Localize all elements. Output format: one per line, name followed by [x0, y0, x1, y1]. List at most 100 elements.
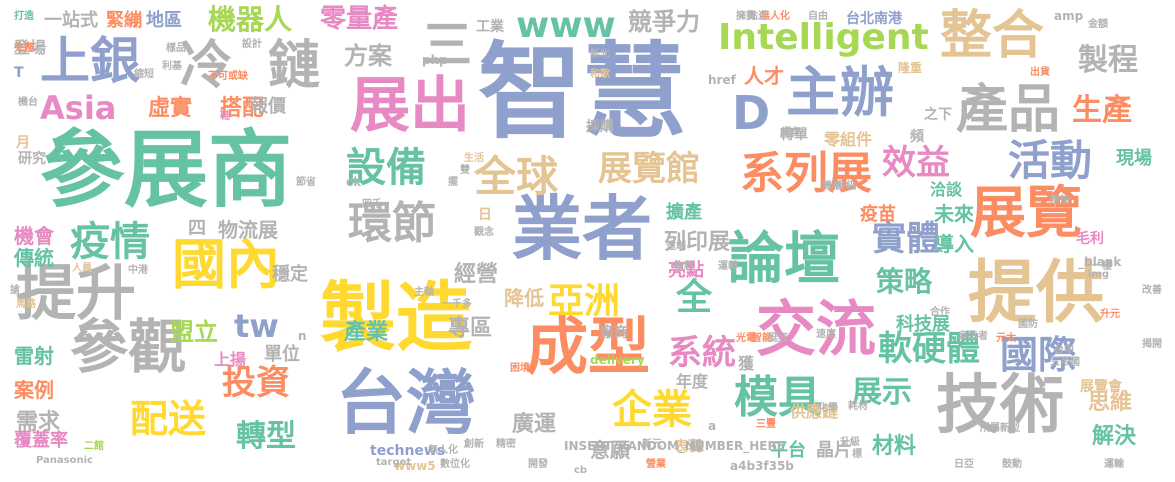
word-cloud-word: 智慧 — [478, 31, 687, 153]
word-cloud-word: 配送 — [130, 397, 207, 441]
word-cloud-word: 報價 — [250, 96, 286, 117]
word-cloud-word: 貼近 — [748, 11, 768, 22]
word-cloud-word: 案例 — [14, 378, 54, 402]
word-cloud-word: 金額 — [1088, 19, 1108, 30]
word-cloud-word: tw — [234, 307, 279, 345]
word-cloud-word: 列印展 — [664, 230, 731, 255]
word-cloud-word: 成本 — [780, 127, 800, 138]
word-cloud-word: 升級 — [840, 437, 860, 448]
word-cloud-word: 疫苗 — [860, 204, 896, 225]
word-cloud-word: 單位 — [264, 344, 300, 365]
word-cloud-word: 製造 — [320, 273, 472, 362]
word-cloud-word: 採購 — [586, 119, 614, 135]
word-cloud-word: 登場 — [14, 38, 47, 57]
word-cloud-word: 展覽 — [970, 181, 1082, 246]
word-cloud-word: 精密 — [496, 439, 516, 450]
word-cloud-word: 隆重 — [898, 61, 923, 75]
word-cloud-word: 完整 — [14, 43, 34, 54]
word-cloud-word: 觀念 — [474, 227, 494, 238]
word-cloud-word: 一站式 — [44, 10, 98, 31]
word-cloud-word: 洽談 — [930, 180, 963, 199]
word-cloud-word: 挺好 — [768, 333, 788, 344]
word-cloud-word: 升元 — [1100, 309, 1120, 320]
word-cloud-word: 轉單 — [780, 127, 808, 143]
word-cloud-word: Intelligent — [718, 17, 929, 58]
word-cloud-word: 雷射 — [14, 344, 54, 368]
word-cloud-word: 台中 — [1054, 345, 1074, 356]
word-cloud-word: 設計 — [242, 39, 262, 50]
word-cloud-word: 零量產 — [320, 4, 399, 34]
word-cloud-word: 材料 — [872, 434, 917, 459]
word-cloud-word: _blank — [1078, 255, 1122, 269]
word-cloud-word: 新型 — [1000, 423, 1020, 434]
word-cloud-word: Panasonic — [36, 455, 93, 466]
word-cloud-word: 意願 — [590, 438, 630, 462]
word-cloud-word: 主軸 — [414, 287, 434, 298]
word-cloud-word: 設備 — [346, 145, 426, 191]
word-cloud-word: delivery — [590, 353, 645, 367]
word-cloud-word: 展示 — [852, 375, 912, 410]
word-cloud-word: 升級 — [836, 181, 856, 192]
word-cloud-word: 元太 — [996, 333, 1016, 344]
word-cloud-word: 自造者 — [958, 331, 988, 342]
word-cloud-word: 專區 — [448, 316, 493, 341]
word-cloud-word: 日 — [478, 207, 492, 223]
word-cloud-word: 光電 — [736, 333, 756, 344]
word-cloud-word: 系列展 — [740, 148, 872, 199]
word-cloud-word: 產品 — [956, 80, 1061, 140]
word-cloud-word: 四千 — [362, 199, 382, 210]
word-cloud-word: 盟立 — [170, 318, 218, 346]
word-cloud-word: 速度 — [816, 329, 836, 340]
word-cloud-word: 製程 — [1078, 43, 1138, 78]
word-cloud-word: 穩定 — [272, 264, 308, 285]
word-cloud-word: 機構 — [822, 181, 842, 192]
word-cloud-word: 擁擠 — [736, 11, 756, 22]
word-cloud-word: 月 — [16, 135, 30, 151]
word-cloud-word: img — [1088, 269, 1110, 280]
word-cloud-word: 數位化 — [440, 459, 470, 470]
word-cloud-word: 展覽館 — [598, 149, 700, 189]
word-cloud-word: 物流展 — [218, 218, 278, 242]
word-cloud-word: 需求 — [16, 410, 61, 435]
word-cloud-word: 冷 — [180, 36, 233, 96]
word-cloud-word: 機會 — [14, 224, 54, 248]
word-cloud-word: 零組件 — [824, 130, 873, 149]
word-cloud-word: a4b3f35b — [730, 459, 794, 473]
word-cloud-word: 上揚 — [214, 350, 247, 369]
word-cloud-word: 擴產 — [666, 202, 702, 223]
word-cloud-word: 軟硬體 — [878, 329, 980, 369]
word-cloud-word: amp — [1054, 9, 1084, 23]
word-cloud-word: cb — [574, 465, 588, 476]
word-cloud-word: 生活 — [464, 153, 484, 164]
word-cloud-word: 人才 — [744, 64, 784, 88]
word-cloud-word: 成型 — [526, 310, 651, 383]
word-cloud-word: 現場 — [1116, 148, 1152, 169]
word-cloud-word: 一樓 — [1092, 261, 1112, 272]
word-cloud-word: 機器人 — [208, 3, 293, 36]
word-cloud-word: 獲 — [738, 354, 755, 373]
word-cloud-word: 附加 — [1050, 195, 1070, 206]
word-cloud-word: 二館 — [84, 441, 104, 452]
word-cloud-word: 參觀 — [70, 313, 187, 381]
word-cloud-word: www5 — [394, 459, 436, 473]
word-cloud-word: 論壇 — [728, 227, 840, 292]
word-cloud-word: 出貨 — [1030, 67, 1050, 78]
word-cloud-word: 策略 — [876, 265, 933, 298]
word-cloud-word: 未來 — [934, 202, 974, 226]
word-cloud-word: 打造 — [14, 11, 34, 22]
word-cloud-word: 耗材 — [848, 401, 868, 412]
word-cloud-word: 台北南港 — [846, 11, 902, 27]
word-cloud-word: 導入 — [934, 232, 974, 256]
word-cloud-word: 新元 — [642, 439, 662, 450]
word-cloud-word: php — [422, 53, 448, 67]
word-cloud-word: 自由 — [808, 11, 828, 22]
word-cloud-word: 經營 — [454, 262, 499, 287]
word-cloud-word: target — [376, 457, 412, 468]
word-cloud-word: 參展商 — [40, 121, 293, 219]
word-cloud-word: 三帝國 — [1050, 357, 1080, 368]
word-cloud-word: 傳統 — [14, 246, 54, 270]
word-cloud-word: technews — [370, 443, 446, 459]
word-cloud-word: 思維 — [1088, 390, 1133, 415]
word-cloud-word: 環節 — [348, 198, 436, 249]
word-cloud-word: 開發 — [528, 459, 548, 470]
